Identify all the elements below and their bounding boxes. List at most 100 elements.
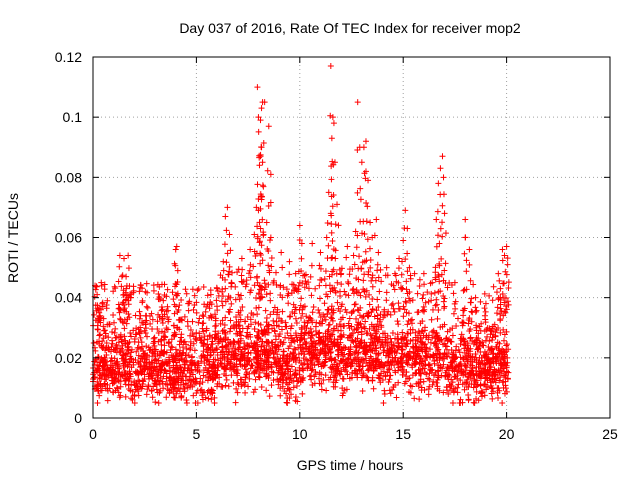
data-point xyxy=(158,328,165,335)
data-point xyxy=(232,399,239,406)
data-point xyxy=(383,289,390,296)
data-point xyxy=(438,255,445,262)
data-point xyxy=(281,370,288,377)
data-point xyxy=(435,306,442,313)
data-point xyxy=(137,334,144,341)
data-point xyxy=(404,321,411,328)
data-point xyxy=(312,369,319,376)
data-point xyxy=(362,348,369,355)
data-point xyxy=(133,348,140,355)
data-point xyxy=(392,367,399,374)
data-point xyxy=(214,352,221,359)
data-point xyxy=(408,362,415,369)
data-point xyxy=(470,399,477,406)
data-point xyxy=(354,232,361,239)
data-point xyxy=(386,366,393,373)
data-point xyxy=(163,325,170,332)
data-point xyxy=(109,329,116,336)
data-point xyxy=(442,230,449,237)
data-point xyxy=(110,288,117,295)
data-point xyxy=(96,392,103,399)
data-point xyxy=(243,281,250,288)
data-point-spike xyxy=(309,240,316,247)
data-point xyxy=(139,285,146,292)
data-point xyxy=(454,384,461,391)
data-point xyxy=(363,200,370,207)
data-point xyxy=(265,363,272,370)
data-point xyxy=(463,353,470,360)
data-point xyxy=(268,382,275,389)
data-point xyxy=(477,298,484,305)
data-point xyxy=(365,271,372,278)
data-point xyxy=(387,390,394,397)
data-point xyxy=(292,315,299,322)
data-point xyxy=(378,359,385,366)
data-point xyxy=(481,392,488,399)
data-point xyxy=(171,368,178,375)
data-point xyxy=(376,375,383,382)
data-point xyxy=(164,286,171,293)
data-point xyxy=(139,377,146,384)
data-point xyxy=(194,399,201,406)
data-point xyxy=(434,315,441,322)
data-point xyxy=(127,330,134,337)
data-point xyxy=(279,383,286,390)
data-point xyxy=(469,362,476,369)
data-point xyxy=(129,388,136,395)
data-point xyxy=(461,305,468,312)
data-point xyxy=(501,349,508,356)
data-point xyxy=(122,356,129,363)
data-point xyxy=(499,291,506,298)
data-point xyxy=(367,353,374,360)
data-point xyxy=(409,326,416,333)
data-point xyxy=(501,390,508,397)
data-point xyxy=(125,310,132,317)
data-point xyxy=(374,312,381,319)
data-point xyxy=(157,352,164,359)
data-point xyxy=(250,356,257,363)
data-point xyxy=(428,290,435,297)
data-point xyxy=(93,307,100,314)
data-point xyxy=(120,363,127,370)
data-point xyxy=(251,347,258,354)
data-point xyxy=(354,325,361,332)
data-point xyxy=(497,329,504,336)
data-point xyxy=(253,304,260,311)
data-point xyxy=(346,315,353,322)
data-point xyxy=(176,316,183,323)
data-point xyxy=(486,292,493,299)
data-point xyxy=(403,369,410,376)
data-point xyxy=(120,301,127,308)
data-point xyxy=(325,376,332,383)
data-point xyxy=(368,346,375,353)
data-point xyxy=(157,387,164,394)
data-point xyxy=(502,309,509,316)
data-point xyxy=(118,283,125,290)
data-point xyxy=(218,360,225,367)
data-point xyxy=(138,370,145,377)
data-point xyxy=(500,326,507,333)
data-point xyxy=(405,357,412,364)
data-point xyxy=(436,357,443,364)
data-point xyxy=(104,397,111,404)
data-point xyxy=(504,255,511,262)
data-point xyxy=(402,298,409,305)
data-point xyxy=(332,370,339,377)
data-point xyxy=(97,372,104,379)
data-point xyxy=(169,289,176,296)
data-point xyxy=(498,362,505,369)
data-point xyxy=(151,334,158,341)
data-point xyxy=(276,330,283,337)
data-point xyxy=(118,338,125,345)
data-point xyxy=(467,299,474,306)
data-point xyxy=(244,333,251,340)
data-point xyxy=(450,290,457,297)
data-point xyxy=(242,345,249,352)
data-point xyxy=(249,362,256,369)
data-point xyxy=(234,330,241,337)
data-point xyxy=(138,385,145,392)
data-point xyxy=(281,356,288,363)
data-point xyxy=(360,286,367,293)
data-point xyxy=(347,344,354,351)
data-point xyxy=(433,333,440,340)
